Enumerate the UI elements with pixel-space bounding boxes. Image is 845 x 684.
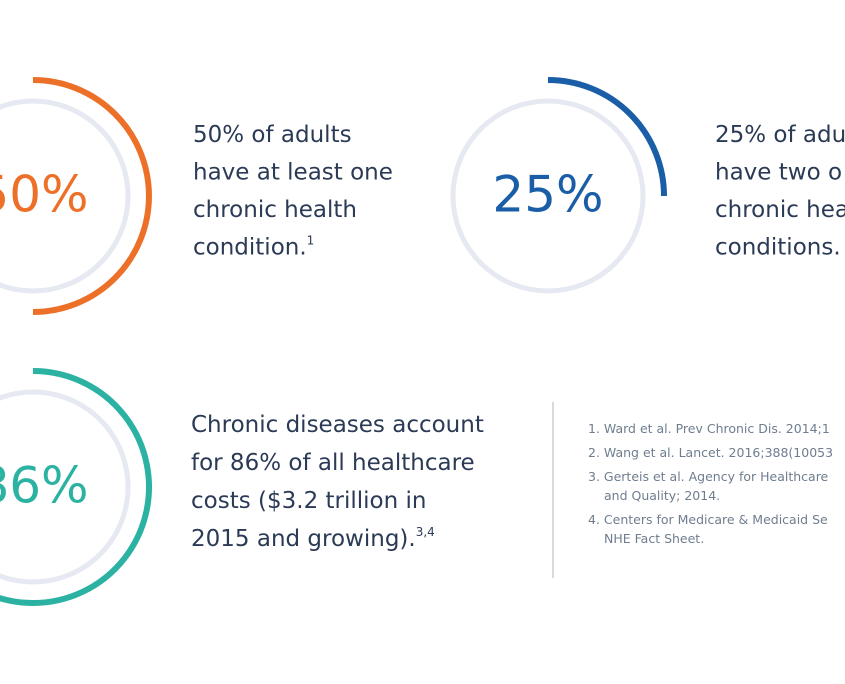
stat-text: conditions. xyxy=(715,235,841,261)
stat-line: have two o xyxy=(715,160,842,186)
stat-text: chronic health xyxy=(193,197,357,223)
stat-value: 86% xyxy=(0,457,89,515)
reference: 1. Ward et al. Prev Chronic Dis. 2014;1 xyxy=(588,421,830,436)
stat-text: costs ($3.2 trillion in xyxy=(191,488,426,514)
stat-text: 2015 and growing).3,4 xyxy=(191,525,435,552)
stat-line: chronic hea xyxy=(715,197,845,223)
progress-arc xyxy=(0,368,152,606)
stat-text: have at least one xyxy=(193,160,393,186)
stat-value: 25% xyxy=(492,166,603,224)
reference: NHE Fact Sheet. xyxy=(604,531,704,546)
reference: 2. Wang et al. Lancet. 2016;388(10053 xyxy=(588,445,833,460)
stat-text: 25% of adu xyxy=(715,122,845,148)
track-ring xyxy=(450,98,646,294)
stat-line: chronic health xyxy=(193,197,357,223)
stat-line: 25% of adu xyxy=(715,122,845,148)
footnote-mark: 1 xyxy=(307,234,315,248)
stat-text: condition.1 xyxy=(193,234,314,261)
track-ring xyxy=(0,98,131,294)
stat-line: have at least one xyxy=(193,160,393,186)
stat-line: for 86% of all healthcare xyxy=(191,450,475,476)
stat-text: have two o xyxy=(715,160,842,186)
progress-arc xyxy=(547,77,667,197)
track-ring xyxy=(0,389,131,585)
reference: 4. Centers for Medicare & Medicaid Se xyxy=(588,512,828,527)
reference: and Quality; 2014. xyxy=(604,488,720,503)
stat-line: conditions. xyxy=(715,235,841,261)
footnote-mark: 3,4 xyxy=(416,525,435,539)
stat-text: 50% of adults xyxy=(193,122,352,148)
stat-line: 50% of adults xyxy=(193,122,352,148)
stat-text: Chronic diseases account xyxy=(191,412,484,438)
stat-line: costs ($3.2 trillion in xyxy=(191,488,426,514)
stat-text: chronic hea xyxy=(715,197,845,223)
stat-text: for 86% of all healthcare xyxy=(191,450,475,476)
stat-line: Chronic diseases account xyxy=(191,412,484,438)
stat-line: 2015 and growing). xyxy=(191,526,416,552)
reference: 3. Gerteis et al. Agency for Healthcare xyxy=(588,469,829,484)
progress-arc xyxy=(32,77,152,315)
stat-line: condition. xyxy=(193,235,307,261)
stat-value: 50% xyxy=(0,166,89,224)
